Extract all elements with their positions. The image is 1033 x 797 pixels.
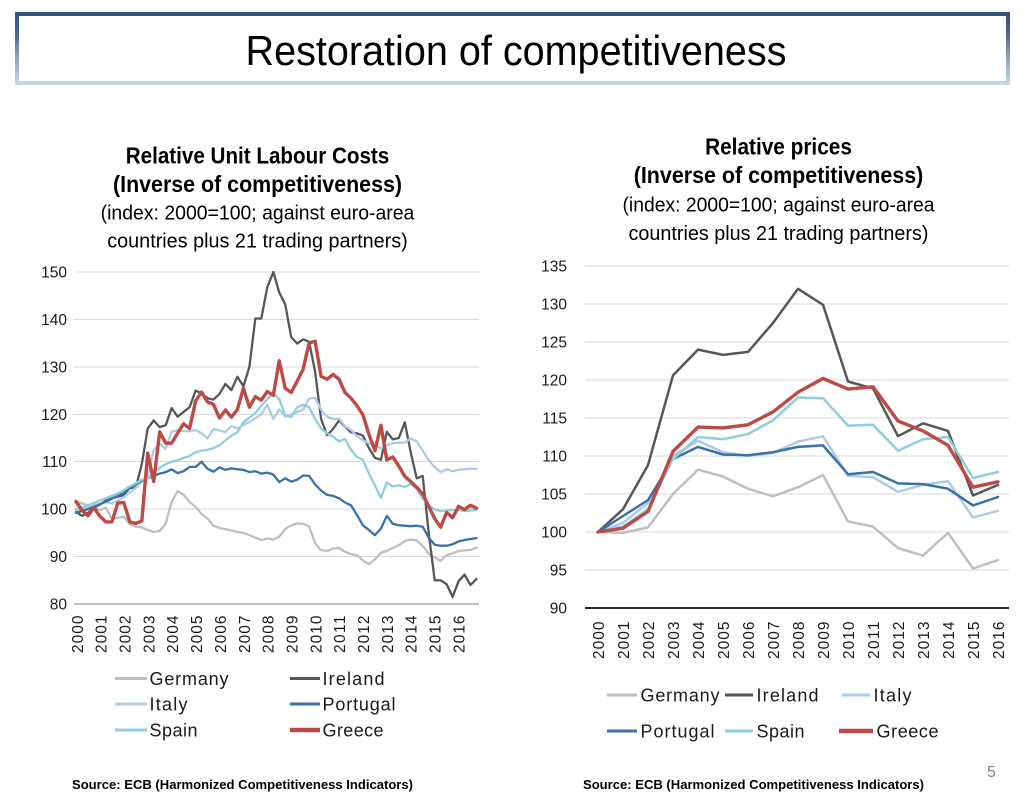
svg-text:105: 105: [541, 487, 567, 504]
svg-text:100: 100: [41, 502, 67, 519]
svg-text:2004: 2004: [691, 621, 708, 659]
svg-text:countries plus 21 trading part: countries plus 21 trading partners): [629, 223, 929, 245]
svg-text:2009: 2009: [284, 616, 301, 654]
svg-text:2003: 2003: [666, 622, 683, 660]
svg-text:Ireland: Ireland: [323, 669, 385, 689]
svg-text:2005: 2005: [716, 622, 733, 660]
svg-text:2000: 2000: [70, 615, 87, 653]
svg-text:90: 90: [550, 601, 568, 618]
svg-text:Italy: Italy: [150, 695, 188, 715]
svg-text:countries plus 21 trading part: countries plus 21 trading partners): [107, 231, 408, 253]
svg-text:Relative prices: Relative prices: [705, 134, 852, 160]
svg-text:Source: ECB (Harmonized Compet: Source: ECB (Harmonized Competitiveness …: [72, 778, 413, 792]
svg-text:2012: 2012: [891, 622, 908, 660]
svg-text:Spain: Spain: [757, 722, 805, 742]
svg-text:110: 110: [542, 449, 567, 466]
svg-text:Relative Unit Labour Costs: Relative Unit Labour Costs: [126, 143, 390, 169]
svg-text:Ireland: Ireland: [757, 686, 819, 706]
svg-text:135: 135: [541, 259, 567, 276]
svg-text:Restoration of competitiveness: Restoration of competitiveness: [246, 27, 787, 74]
svg-text:2005: 2005: [189, 616, 206, 654]
svg-text:2013: 2013: [916, 622, 933, 660]
svg-text:Germany: Germany: [641, 686, 720, 706]
svg-text:2014: 2014: [404, 615, 421, 653]
svg-text:2008: 2008: [791, 622, 808, 660]
svg-text:2014: 2014: [941, 621, 958, 659]
svg-text:2012: 2012: [356, 616, 373, 654]
svg-text:2011: 2011: [332, 616, 349, 654]
svg-text:Spain: Spain: [150, 721, 198, 741]
svg-text:2016: 2016: [451, 616, 468, 654]
svg-text:5: 5: [987, 764, 996, 781]
svg-text:2008: 2008: [261, 616, 278, 654]
svg-text:125: 125: [541, 335, 567, 352]
svg-text:110: 110: [42, 454, 67, 471]
svg-text:2010: 2010: [308, 615, 325, 653]
svg-text:Germany: Germany: [150, 669, 229, 689]
svg-text:80: 80: [50, 597, 68, 614]
svg-text:2001: 2001: [94, 616, 111, 654]
svg-text:2002: 2002: [118, 616, 135, 654]
svg-text:2013: 2013: [380, 616, 397, 654]
svg-text:140: 140: [41, 312, 67, 329]
svg-text:150: 150: [41, 265, 67, 282]
svg-text:Italy: Italy: [874, 686, 912, 706]
svg-text:100: 100: [541, 525, 567, 542]
svg-text:2006: 2006: [741, 622, 758, 660]
svg-text:(index: 2000=100; against euro: (index: 2000=100; against euro-area: [101, 203, 416, 225]
svg-text:2000: 2000: [591, 621, 608, 659]
svg-text:2001: 2001: [616, 622, 633, 660]
svg-text:2007: 2007: [766, 622, 783, 660]
svg-text:2003: 2003: [141, 616, 158, 654]
svg-text:2015: 2015: [966, 622, 983, 660]
svg-text:Portugal: Portugal: [641, 722, 715, 742]
svg-text:2009: 2009: [816, 622, 833, 660]
svg-text:130: 130: [541, 297, 567, 314]
svg-text:(Inverse of competitiveness): (Inverse of competitiveness): [634, 162, 924, 188]
svg-text:2016: 2016: [991, 622, 1008, 660]
svg-text:95: 95: [550, 563, 567, 580]
svg-text:130: 130: [41, 359, 67, 376]
svg-text:90: 90: [50, 549, 68, 566]
svg-text:Greece: Greece: [877, 722, 939, 742]
svg-text:2010: 2010: [841, 621, 858, 659]
svg-text:(index: 2000=100; against euro: (index: 2000=100; against euro-area: [623, 195, 936, 217]
svg-text:2007: 2007: [237, 616, 254, 654]
svg-text:120: 120: [41, 407, 67, 424]
svg-text:2006: 2006: [213, 616, 230, 654]
svg-text:(Inverse of competitiveness): (Inverse of competitiveness): [113, 171, 402, 197]
svg-text:Greece: Greece: [323, 721, 384, 741]
svg-text:2002: 2002: [641, 622, 658, 660]
svg-text:Portugal: Portugal: [323, 695, 396, 715]
svg-text:115: 115: [542, 411, 567, 428]
svg-text:2011: 2011: [866, 622, 883, 660]
svg-text:2004: 2004: [165, 615, 182, 653]
svg-text:120: 120: [541, 373, 567, 390]
svg-text:2015: 2015: [428, 616, 445, 654]
svg-text:Source: ECB (Harmonized Compet: Source: ECB (Harmonized Competitiveness …: [583, 778, 924, 792]
